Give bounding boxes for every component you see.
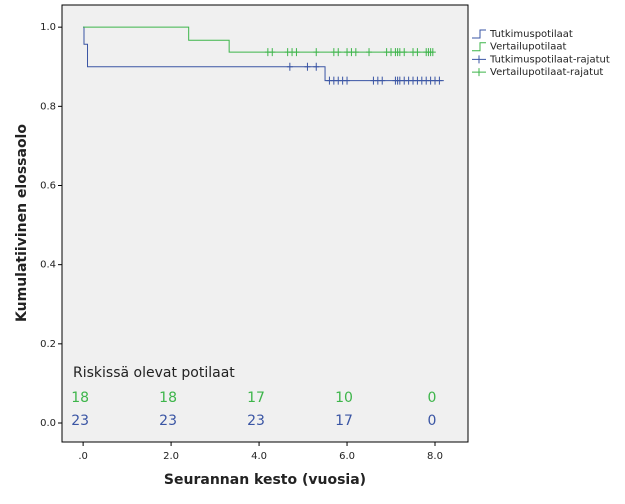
- legend-swatch: [472, 55, 486, 64]
- y-tick-label: 0.2: [40, 339, 56, 350]
- legend-label: Tutkimuspotilaat-rajatut: [489, 54, 610, 65]
- x-tick-label: 8.0: [427, 451, 443, 462]
- x-axis-title: Seurannan kesto (vuosia): [164, 472, 366, 488]
- at-risk-title: Riskissä olevat potilaat: [73, 365, 235, 381]
- legend-swatch: [472, 42, 486, 52]
- censor-mark: [436, 76, 443, 85]
- censor-mark: [352, 48, 359, 57]
- censor-mark: [335, 48, 342, 57]
- y-tick-label: 0.8: [40, 101, 56, 112]
- legend-label: Vertailupotilaat: [490, 42, 566, 53]
- x-tick-label: 4.0: [251, 451, 267, 462]
- y-tick-label: 1.0: [40, 22, 56, 33]
- at-risk-count: 17: [335, 413, 353, 429]
- y-tick-label: 0.6: [40, 181, 56, 192]
- at-risk-count: 23: [159, 413, 177, 429]
- x-tick-label: 2.0: [163, 451, 179, 462]
- censor-mark: [379, 76, 386, 85]
- at-risk-count: 23: [247, 413, 265, 429]
- at-risk-count: 18: [159, 390, 177, 406]
- at-risk-count: 0: [428, 413, 437, 429]
- survival-curve: [83, 26, 444, 82]
- censor-mark: [304, 62, 311, 71]
- at-risk-count: 17: [247, 390, 265, 406]
- at-risk-count: 18: [71, 390, 89, 406]
- censor-mark: [293, 48, 300, 57]
- at-risk-count: 23: [71, 413, 89, 429]
- legend-swatch: [472, 29, 486, 39]
- at-risk-count: 0: [428, 390, 437, 406]
- y-axis-title: Kumulatiivinen elossaolo: [14, 124, 30, 322]
- censor-mark: [401, 48, 408, 57]
- censor-mark: [313, 48, 320, 57]
- x-tick-label: 6.0: [339, 451, 355, 462]
- censor-mark: [414, 48, 421, 57]
- x-tick-label: .0: [78, 451, 88, 462]
- censor-mark: [429, 48, 436, 57]
- at-risk-count: 10: [335, 390, 353, 406]
- legend-label: Tutkimuspotilaat: [489, 29, 573, 40]
- y-tick-label: 0.4: [40, 260, 56, 271]
- survival-curve: [83, 26, 433, 53]
- y-tick-label: 0.0: [40, 418, 56, 429]
- plot-area: [61, 4, 469, 443]
- censor-mark: [366, 48, 373, 57]
- censor-mark: [344, 76, 351, 85]
- legend-label: Vertailupotilaat-rajatut: [490, 67, 603, 78]
- censor-mark: [269, 48, 276, 57]
- censor-mark: [286, 62, 293, 71]
- censor-mark: [313, 62, 320, 71]
- legend-swatch: [472, 68, 486, 77]
